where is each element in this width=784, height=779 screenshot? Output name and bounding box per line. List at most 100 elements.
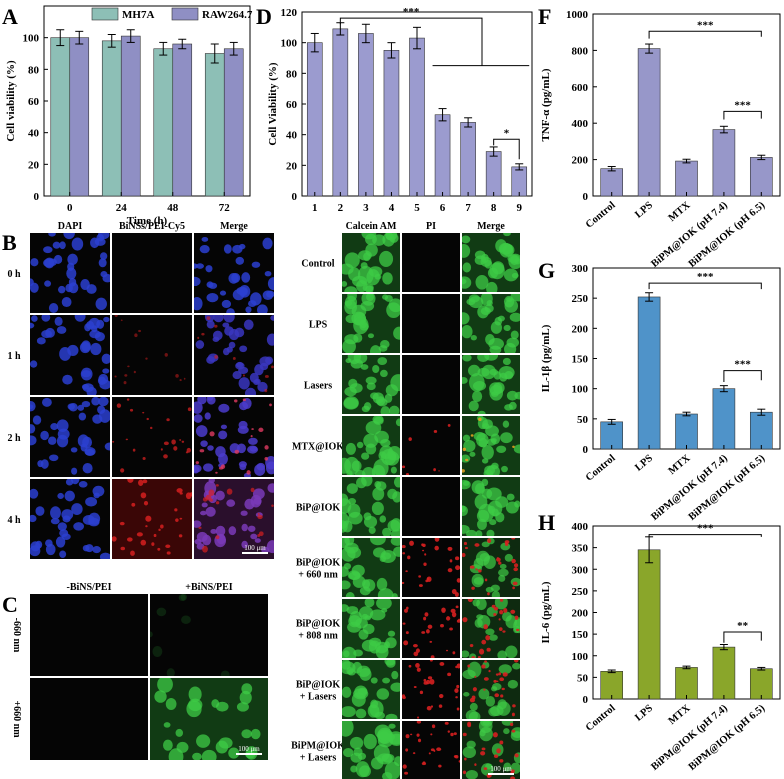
cell-spot [363,512,372,521]
cell-spot [481,445,494,460]
cell-spot [450,608,456,614]
panel-e-row-label: + Lasers [300,692,337,703]
cell-spot [388,723,396,729]
cell-spot [462,276,472,289]
chart-d-ytick-label: 120 [281,7,298,19]
cell-spot [456,578,460,583]
cell-spot [342,520,353,533]
cell-spot [176,488,183,493]
cell-spot [215,484,219,487]
cell-spot [484,259,493,269]
cell-spot [370,345,382,353]
cell-spot [402,764,407,769]
cell-spot [189,492,192,497]
chart-a-x-axis-label: Time (h) [127,215,168,227]
cell-spot [42,397,52,407]
cell-spot [264,388,268,393]
cell-spot [362,466,376,475]
cell-spot [56,326,67,334]
chart-d-ytick-label: 60 [286,99,298,111]
cell-spot [245,306,252,313]
panel-e-row-label: + Lasers [300,753,337,764]
cell-spot [90,342,102,356]
chart-a-ytick-label: 20 [28,159,40,171]
cell-spot [67,253,78,266]
cell-spot [209,498,213,502]
cell-spot [344,386,357,397]
cell-spot [350,765,358,773]
cell-spot [463,541,468,546]
chart-g-significance-bracket [648,282,762,290]
cell-spot [100,252,108,261]
cell-spot [490,321,502,334]
cell-spot [120,546,126,551]
chart-d-xtick-label: 9 [516,202,522,214]
cell-spot [456,707,460,711]
tile-cells [342,721,400,779]
panel-c-image-tile [150,594,268,676]
cell-spot [483,767,488,770]
cell-spot [413,651,419,657]
panel-b-image-tile [112,233,192,313]
cell-spot [480,751,486,756]
chart-f-significance-label: *** [734,99,751,111]
cell-spot [86,284,97,294]
cell-spot [447,423,451,427]
cell-spot [512,704,516,708]
cell-spot [481,664,486,669]
cell-spot [258,531,264,537]
cell-spot [382,677,391,684]
cell-spot [513,563,519,568]
cell-spot [234,449,240,454]
panel-b-image-tile [112,397,192,477]
image-tile-background [402,233,460,292]
cell-spot [218,737,233,749]
cell-spot [201,236,209,242]
chart-g-ytick-label: 0 [583,444,589,456]
tile-cells [402,660,460,719]
cell-spot [363,733,377,750]
cell-spot [481,763,494,776]
cell-spot [478,437,488,448]
cell-spot [71,503,83,516]
cell-spot [505,645,518,658]
cell-spot [70,447,78,453]
tile-cells [462,416,520,475]
cell-spot [175,374,179,378]
panel-b-image-tile [112,315,192,395]
cell-spot [342,706,356,718]
cell-spot [89,330,101,339]
cell-spot [500,432,513,444]
cell-spot [202,534,212,546]
cell-spot [206,316,211,320]
cell-spot [66,267,77,280]
cell-spot [515,628,520,632]
cell-spot [508,401,517,410]
cell-spot [372,364,380,374]
cell-spot [376,577,388,591]
cell-spot [445,616,451,621]
cell-spot [491,590,501,597]
cell-spot [496,557,501,562]
panel-b-row-label: 4 h [7,515,21,526]
cell-spot [438,704,443,708]
cell-spot [499,372,508,382]
panel-e-row-label: + 808 nm [298,631,338,642]
tile-cells [114,315,186,385]
panel-b-scale-bar-label: 100 μm [244,544,266,552]
cell-spot [375,645,389,658]
cell-spot [385,660,396,668]
cell-spot [462,262,472,273]
cell-spot [370,392,379,400]
cell-spot [465,458,469,462]
cell-spot [491,686,498,692]
cell-spot [402,581,405,585]
cell-spot [254,538,261,543]
cell-spot [43,246,53,254]
cell-spot [462,244,471,258]
cell-spot [92,546,101,554]
cell-spot [426,706,432,711]
cell-spot [238,420,248,430]
cell-spot [119,521,125,526]
